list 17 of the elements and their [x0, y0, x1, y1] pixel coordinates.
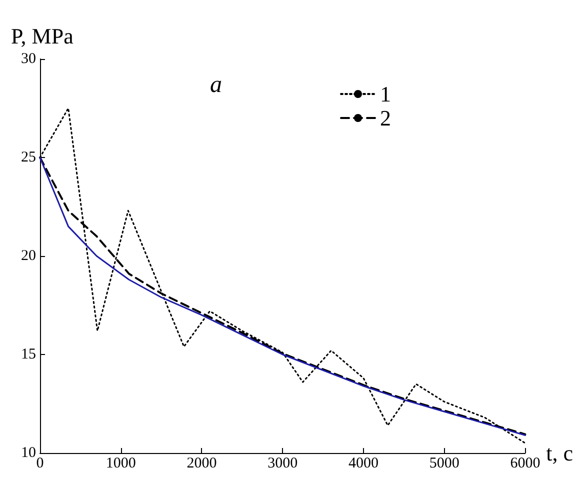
y-axis-title: P, MPa [11, 24, 74, 48]
x-tick-label: 2000 [186, 456, 217, 472]
y-tick-label: 30 [21, 51, 36, 67]
annotation: a [210, 72, 222, 98]
y-tick-label: 10 [21, 445, 36, 461]
x-tick-label: 5000 [429, 456, 460, 472]
y-tick-label: 15 [21, 346, 36, 362]
x-tick-label: 6000 [510, 456, 540, 472]
x-tick-label: 3000 [268, 456, 298, 472]
legend-label: 1 [380, 82, 391, 106]
x-tick-label: 4000 [348, 456, 378, 472]
y-tick-label: 20 [21, 248, 36, 264]
y-tick-label: 25 [21, 150, 36, 166]
legend-label: 2 [380, 106, 391, 130]
x-tick-label: 0 [36, 456, 44, 472]
x-axis-title: t, c [546, 440, 574, 466]
x-tick-label: 1000 [106, 456, 136, 472]
